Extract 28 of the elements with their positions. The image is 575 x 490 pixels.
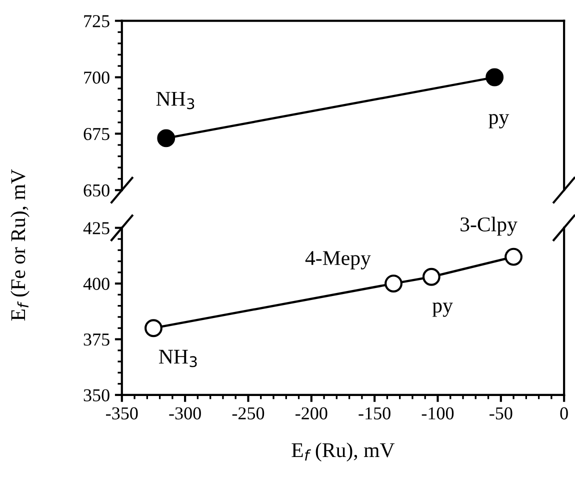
- annotation: 4-Mepy: [305, 251, 371, 270]
- annotation: py: [432, 302, 453, 317]
- x-axis-title: E$_{f}$ (Ru), mV: [292, 442, 395, 462]
- x-tick-label: -100: [422, 407, 454, 420]
- x-tick-label: -150: [358, 407, 390, 420]
- y-tick-label: 400: [83, 278, 110, 290]
- y-tick-label: 350: [84, 389, 110, 402]
- point: [504, 248, 523, 266]
- annotation: 3-Clpy: [460, 216, 518, 236]
- x-tick-label: -50: [490, 407, 512, 420]
- x-tick-label: -350: [106, 407, 138, 420]
- annotation: NH$_{3}$: [156, 92, 194, 110]
- y-tick-label: 675: [84, 128, 110, 140]
- y-tick-label: 650: [84, 184, 110, 197]
- x-tick-label: -200: [296, 407, 328, 420]
- x-tick-label: -250: [232, 407, 264, 420]
- point: [422, 268, 440, 286]
- point: [384, 274, 402, 293]
- y-tick-label: 700: [84, 72, 110, 84]
- x-tick-label: -300: [169, 407, 201, 420]
- x-tick-label: 0: [560, 407, 568, 420]
- y-tick-label: 725: [84, 15, 110, 28]
- y-tick-label: 425: [83, 222, 110, 234]
- point: [144, 319, 162, 338]
- y-tick-label: 375: [84, 334, 110, 346]
- annotation: NH$_{3}$: [158, 350, 197, 368]
- annotation: py: [488, 114, 510, 128]
- y-axis-title: E$_{f}$ (Fe or Ru), mV: [10, 169, 30, 321]
